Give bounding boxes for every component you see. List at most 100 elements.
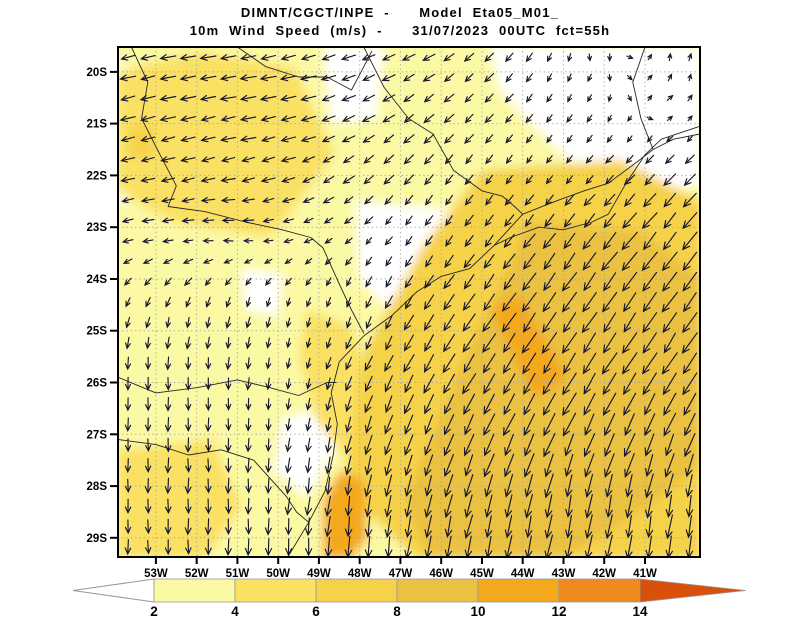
wind-arrow	[505, 154, 513, 165]
wind-arrow	[482, 313, 497, 333]
wind-arrow	[119, 115, 136, 123]
wind-arrow	[382, 114, 396, 123]
wind-arrow	[602, 232, 617, 251]
wind-arrow	[424, 535, 433, 557]
wind-arrow	[621, 251, 638, 272]
wind-arrow	[200, 156, 215, 163]
wind-arrow	[365, 256, 373, 267]
wind-arrow	[364, 415, 372, 434]
wind-arrow	[624, 453, 635, 478]
wind-arrow	[346, 296, 352, 308]
wind-arrow	[224, 477, 232, 495]
lon-tick-label: 53W	[144, 568, 168, 580]
wind-arrow	[644, 473, 654, 499]
wind-arrow	[405, 236, 413, 247]
wind-arrow	[601, 251, 618, 272]
wind-arrow	[180, 135, 196, 143]
wind-arrow	[423, 113, 435, 124]
wind-arrow	[301, 156, 315, 163]
wind-arrow	[503, 373, 516, 395]
wind-arrow	[205, 458, 212, 473]
wind-arrow	[200, 115, 216, 122]
wind-arrow	[424, 454, 434, 477]
wind-arrow	[484, 474, 493, 498]
wind-arrow	[522, 253, 536, 270]
wind-arrow	[140, 176, 156, 183]
wind-arrow	[223, 258, 233, 264]
wind-arrow	[443, 414, 455, 436]
wind-arrow	[423, 133, 435, 145]
geography-boundaries	[118, 47, 700, 557]
wind-arrow	[120, 156, 136, 163]
title-line-2: 10m Wind Speed (m/s) - 31/07/2023 00UTC …	[189, 23, 611, 38]
wind-arrow	[587, 94, 593, 103]
wind-arrow	[607, 74, 612, 82]
wind-arrow	[165, 296, 171, 308]
wind-arrow	[587, 73, 593, 83]
wind-arrow	[602, 392, 617, 416]
wind-arrow	[164, 417, 172, 433]
wind-arrow	[204, 538, 212, 556]
wind-arrow	[120, 135, 135, 143]
wind-arrow	[642, 193, 657, 208]
wind-arrow	[483, 273, 495, 290]
wind-arrow	[145, 438, 152, 453]
colorbar-tick-label: 8	[393, 604, 401, 618]
wind-arrow	[583, 272, 596, 292]
wind-arrow	[239, 115, 257, 122]
wind-arrow	[424, 334, 434, 352]
wind-arrow	[404, 414, 414, 435]
state-boundary	[118, 439, 309, 523]
wind-arrow	[464, 214, 474, 227]
wind-arrow	[564, 194, 575, 207]
wind-arrow	[566, 114, 573, 124]
lat-tick-label: 22S	[87, 170, 108, 182]
colorbar-segment	[477, 578, 560, 603]
wind-arrow	[443, 53, 455, 62]
wind-arrow	[681, 332, 698, 354]
wind-arrow	[666, 94, 674, 101]
wind-arrow	[325, 437, 332, 454]
wind-arrow	[164, 518, 172, 535]
wind-arrow	[322, 155, 335, 163]
wind-arrow	[120, 95, 136, 102]
lat-tick-label: 29S	[87, 533, 108, 545]
wind-arrow	[645, 515, 654, 539]
wind-arrow	[667, 73, 673, 82]
wind-arrow	[522, 272, 537, 292]
wind-arrow	[303, 238, 314, 244]
colorbar-segment	[153, 578, 236, 603]
wind-arrow	[444, 474, 454, 498]
wind-arrow	[305, 277, 312, 287]
wind-arrow	[524, 494, 533, 519]
wind-arrow	[546, 73, 552, 83]
wind-arrow	[225, 437, 232, 453]
wind-arrow	[564, 534, 573, 557]
wind-arrow	[565, 175, 574, 185]
wind-arrow	[185, 296, 191, 308]
wind-arrow	[443, 333, 456, 353]
wind-arrow	[565, 514, 573, 539]
wind-arrow	[464, 174, 474, 186]
wind-arrow	[182, 238, 194, 244]
wind-arrow	[641, 251, 658, 272]
wind-arrow	[683, 292, 697, 313]
wind-arrow	[582, 352, 597, 375]
wind-arrow	[183, 277, 193, 287]
colorbar-tick-label: 10	[470, 604, 485, 618]
wind-arrow	[185, 397, 192, 412]
wind-arrow	[567, 73, 573, 83]
wind-arrow	[164, 498, 172, 515]
wind-arrow	[225, 498, 232, 515]
wind-arrow	[280, 115, 297, 122]
wind-arrow	[345, 356, 352, 371]
wind-arrow	[463, 52, 475, 62]
wind-arrow	[265, 377, 272, 391]
wind-arrow	[326, 296, 332, 308]
wind-arrow	[464, 134, 474, 144]
wind-arrow	[682, 312, 698, 334]
wind-arrow	[245, 417, 252, 432]
colorbar-segment	[315, 578, 398, 603]
wind-arrow	[404, 295, 413, 310]
wind-arrow	[260, 115, 276, 122]
